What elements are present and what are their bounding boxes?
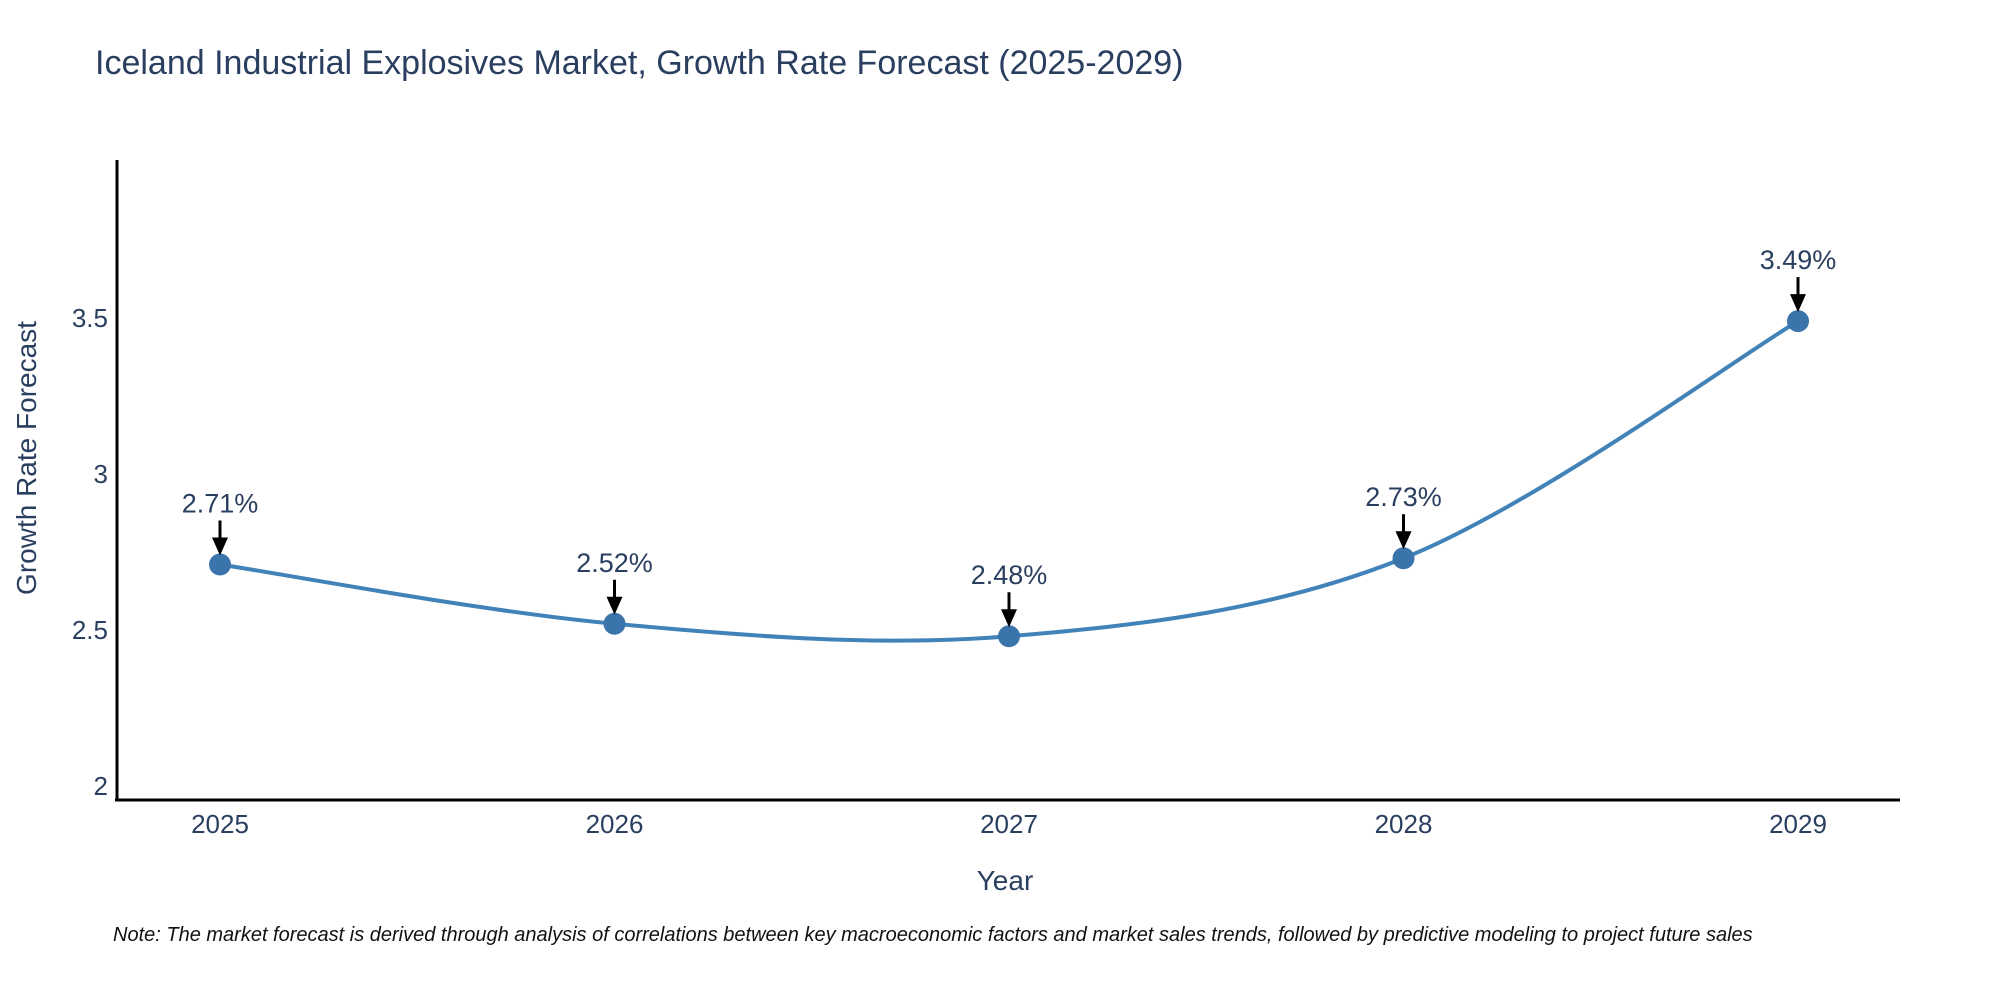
x-tick-label: 2028 — [1375, 809, 1433, 839]
data-point-marker — [603, 612, 626, 635]
x-tick-label: 2025 — [191, 809, 249, 839]
annotation-arrowhead — [1001, 609, 1017, 628]
data-point-marker — [998, 625, 1020, 648]
data-point-label: 2.52% — [576, 548, 653, 578]
y-tick-label: 2.5 — [72, 615, 108, 645]
data-point-marker — [1392, 547, 1415, 570]
chart-footnote: Note: The market forecast is derived thr… — [113, 924, 1753, 946]
x-tick-label: 2026 — [586, 809, 644, 839]
annotation-arrowhead — [1395, 531, 1412, 550]
data-point-label: 2.48% — [971, 560, 1048, 590]
data-point-label: 2.73% — [1365, 482, 1442, 512]
y-tick-label: 3 — [94, 459, 108, 489]
chart-title: Iceland Industrial Explosives Market, Gr… — [95, 44, 1184, 82]
annotation-arrowhead — [606, 596, 623, 615]
annotation-arrowhead — [1790, 294, 1806, 313]
data-point-marker — [1787, 310, 1809, 333]
data-point-label: 3.49% — [1760, 245, 1837, 275]
annotation-arrowhead — [212, 537, 228, 556]
x-tick-label: 2027 — [980, 809, 1038, 839]
y-tick-label: 2 — [94, 771, 108, 801]
data-point-label: 2.71% — [182, 488, 259, 518]
y-axis-title: Growth Rate Forecast — [11, 321, 42, 595]
y-tick-label: 3.5 — [72, 303, 108, 333]
data-point-marker — [209, 553, 231, 576]
x-axis-title: Year — [977, 865, 1034, 896]
x-tick-label: 2029 — [1769, 809, 1827, 839]
